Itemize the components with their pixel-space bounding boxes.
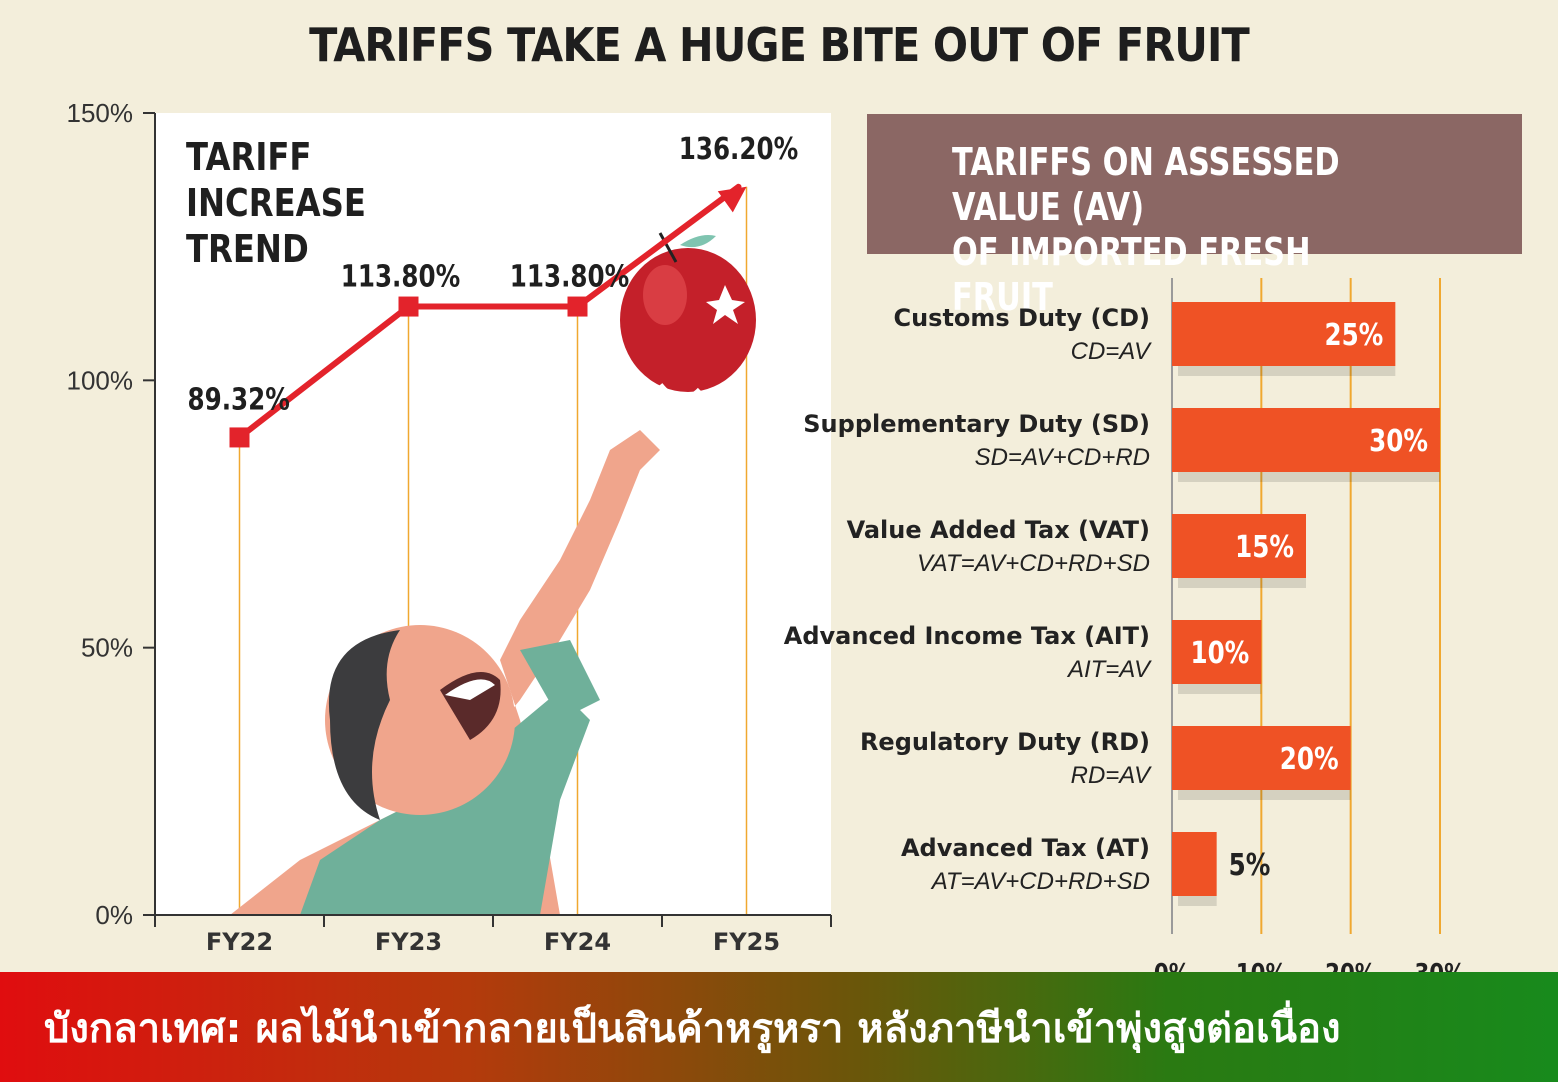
tariff-trend-chart: 89.32% 113.80% 113.80% 136.20% 0% 50% 100% 150… xyxy=(67,98,832,956)
bar-shadow xyxy=(1178,790,1351,800)
tax-formula-1: CD=AV xyxy=(1070,338,1150,365)
x-tick-label-fy25: FY25 xyxy=(713,928,780,956)
bar-shadow xyxy=(1178,472,1440,482)
y-tick-label: 50% xyxy=(81,633,133,663)
tax-formula-6: AT=AV+CD+RD+SD xyxy=(931,868,1150,895)
y-tick-label: 100% xyxy=(67,365,134,395)
tax-name-3: Value Added Tax (VAT) xyxy=(846,516,1150,544)
tax-name-4: Advanced Income Tax (AIT) xyxy=(783,622,1150,650)
bar-value-label-5: 20% xyxy=(1280,743,1339,777)
tax-name-5: Regulatory Duty (RD) xyxy=(859,728,1150,756)
bar-1 xyxy=(1172,302,1396,366)
tariff-av-title: TARIFFS ON ASSESSED VALUE (AV) OF IMPORT… xyxy=(952,140,1340,319)
trend-arrowhead xyxy=(717,186,747,213)
point-marker-fy23 xyxy=(398,296,419,317)
bar-value-label-2: 30% xyxy=(1369,425,1428,459)
data-label-fy23: 113.80% xyxy=(341,260,461,294)
bar-shadow xyxy=(1178,366,1396,376)
data-label-fy25: 136.20% xyxy=(679,133,799,167)
banner: บังกลาเทศ: ผลไม้นำเข้ากลายเป็นสินค้าหรูห… xyxy=(0,972,1558,1082)
banner-text: บังกลาเทศ: ผลไม้นำเข้ากลายเป็นสินค้าหรูห… xyxy=(44,1006,1341,1052)
bar-value-label-6: 5% xyxy=(1229,849,1271,883)
data-label-fy24: 113.80% xyxy=(510,260,630,294)
bar-shadow xyxy=(1178,896,1217,906)
apple-illustration xyxy=(620,232,756,402)
chart-title-tariff-line1: TARIFF xyxy=(186,136,311,180)
point-marker-fy22 xyxy=(229,427,250,448)
main-title: TARIFFS TAKE A HUGE BITE OUT OF FRUIT xyxy=(309,18,1250,72)
bar-shadow xyxy=(1178,578,1306,588)
tax-formula-4: AIT=AV xyxy=(1067,656,1150,683)
tax-formula-5: RD=AV xyxy=(1070,762,1150,789)
tariff-av-title-box: TARIFFS ON ASSESSED VALUE (AV) OF IMPORT… xyxy=(867,114,1522,319)
bar-2 xyxy=(1172,408,1440,472)
bar-value-label-3: 15% xyxy=(1235,531,1294,565)
tax-formula-3: VAT=AV+CD+RD+SD xyxy=(917,550,1150,577)
bar-5 xyxy=(1172,726,1351,790)
y-tick-label: 0% xyxy=(95,900,133,930)
tax-name-6: Advanced Tax (AT) xyxy=(900,834,1150,862)
data-label-fy22: 89.32% xyxy=(188,383,290,417)
x-tick-label: 30% xyxy=(1414,958,1465,975)
bar-value-label-1: 25% xyxy=(1324,319,1383,353)
x-tick-label-fy24: FY24 xyxy=(544,928,611,956)
trend-segment xyxy=(574,183,742,310)
bar-value-label-4: 10% xyxy=(1190,637,1249,671)
tariff-av-bar-chart: Customs Duty (CD) CD=AV Supplementary Duty… xyxy=(784,260,1558,975)
tax-name-2: Supplementary Duty (SD) xyxy=(803,410,1150,438)
chart-title-tariff-line2: INCREASE xyxy=(186,182,366,226)
x-tick-label: 10% xyxy=(1236,958,1287,975)
x-tick-label-fy22: FY22 xyxy=(206,928,273,956)
bar-6 xyxy=(1172,832,1217,896)
chart-title-tariff-line3: TREND xyxy=(186,228,309,272)
man-illustration xyxy=(230,430,660,915)
x-tick-label: 20% xyxy=(1325,958,1376,975)
x-tick-label: 0% xyxy=(1154,958,1190,975)
bar-3 xyxy=(1172,514,1306,578)
bar-shadow xyxy=(1178,684,1262,694)
point-marker-fy24 xyxy=(567,296,588,317)
x-tick-label-fy23: FY23 xyxy=(375,928,442,956)
tax-formula-2: SD=AV+CD+RD xyxy=(974,444,1150,471)
tax-name-1: Customs Duty (CD) xyxy=(893,304,1150,332)
bar-4 xyxy=(1172,620,1262,684)
trend-segment xyxy=(236,303,412,441)
y-tick-label: 150% xyxy=(67,98,134,128)
